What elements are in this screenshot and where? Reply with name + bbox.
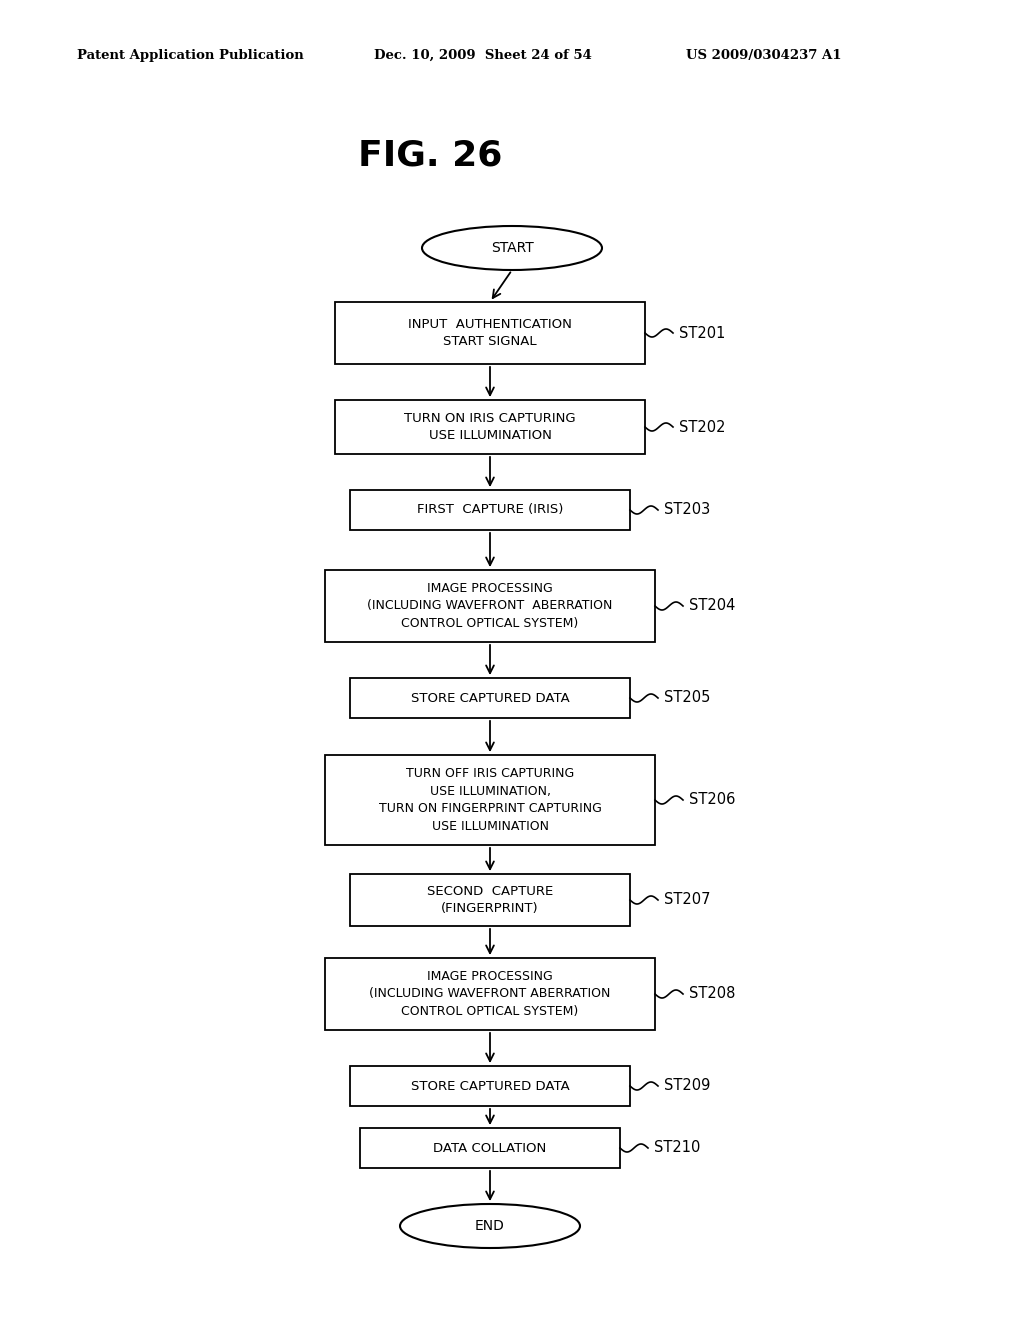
- Text: ST204: ST204: [689, 598, 735, 614]
- Text: TURN ON IRIS CAPTURING
USE ILLUMINATION: TURN ON IRIS CAPTURING USE ILLUMINATION: [404, 412, 575, 442]
- Text: IMAGE PROCESSING
(INCLUDING WAVEFRONT  ABERRATION
CONTROL OPTICAL SYSTEM): IMAGE PROCESSING (INCLUDING WAVEFRONT AB…: [368, 582, 612, 630]
- Text: ST201: ST201: [679, 326, 725, 341]
- FancyBboxPatch shape: [325, 958, 655, 1030]
- FancyBboxPatch shape: [350, 1067, 630, 1106]
- Text: ST207: ST207: [664, 892, 711, 908]
- Text: US 2009/0304237 A1: US 2009/0304237 A1: [686, 49, 842, 62]
- FancyBboxPatch shape: [350, 678, 630, 718]
- Text: FIRST  CAPTURE (IRIS): FIRST CAPTURE (IRIS): [417, 503, 563, 516]
- Ellipse shape: [400, 1204, 580, 1247]
- Text: Patent Application Publication: Patent Application Publication: [77, 49, 303, 62]
- Text: IMAGE PROCESSING
(INCLUDING WAVEFRONT ABERRATION
CONTROL OPTICAL SYSTEM): IMAGE PROCESSING (INCLUDING WAVEFRONT AB…: [370, 970, 610, 1018]
- FancyBboxPatch shape: [350, 874, 630, 927]
- Text: END: END: [475, 1218, 505, 1233]
- Text: ST205: ST205: [664, 690, 711, 705]
- Text: ST208: ST208: [689, 986, 735, 1002]
- FancyBboxPatch shape: [350, 490, 630, 531]
- Text: ST202: ST202: [679, 420, 725, 434]
- FancyBboxPatch shape: [335, 302, 645, 364]
- Text: ST206: ST206: [689, 792, 735, 808]
- Text: INPUT  AUTHENTICATION
START SIGNAL: INPUT AUTHENTICATION START SIGNAL: [408, 318, 572, 348]
- Ellipse shape: [422, 226, 602, 271]
- FancyBboxPatch shape: [325, 570, 655, 642]
- Text: ST210: ST210: [654, 1140, 700, 1155]
- Text: STORE CAPTURED DATA: STORE CAPTURED DATA: [411, 1080, 569, 1093]
- Text: ST203: ST203: [664, 503, 711, 517]
- Text: Dec. 10, 2009  Sheet 24 of 54: Dec. 10, 2009 Sheet 24 of 54: [374, 49, 592, 62]
- Text: ST209: ST209: [664, 1078, 711, 1093]
- Text: START: START: [490, 242, 534, 255]
- Text: FIG. 26: FIG. 26: [357, 139, 502, 172]
- FancyBboxPatch shape: [335, 400, 645, 454]
- FancyBboxPatch shape: [325, 755, 655, 845]
- Text: STORE CAPTURED DATA: STORE CAPTURED DATA: [411, 692, 569, 705]
- Text: DATA COLLATION: DATA COLLATION: [433, 1142, 547, 1155]
- FancyBboxPatch shape: [360, 1129, 620, 1168]
- Text: TURN OFF IRIS CAPTURING
USE ILLUMINATION,
TURN ON FINGERPRINT CAPTURING
USE ILLU: TURN OFF IRIS CAPTURING USE ILLUMINATION…: [379, 767, 601, 833]
- Text: SECOND  CAPTURE
(FINGERPRINT): SECOND CAPTURE (FINGERPRINT): [427, 884, 553, 915]
